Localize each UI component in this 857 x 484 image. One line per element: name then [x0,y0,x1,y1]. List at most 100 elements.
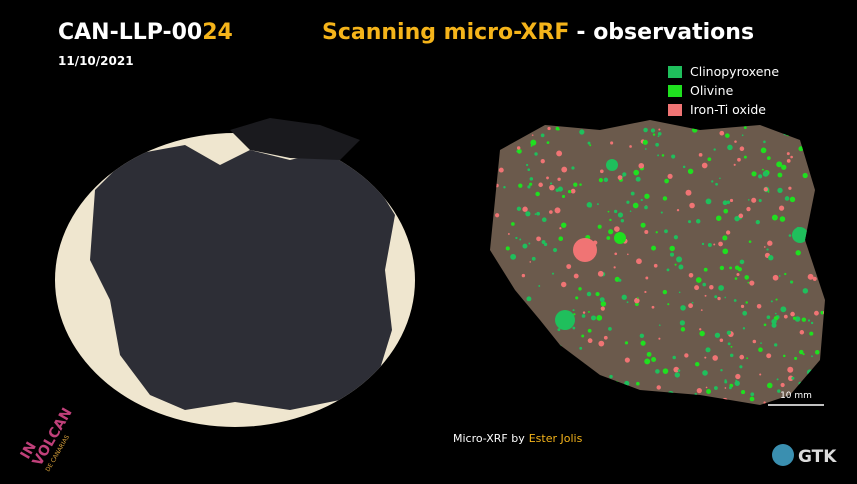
speckle [722,248,729,255]
speckle [630,191,635,196]
speckle [561,194,566,199]
speckle [741,390,746,395]
speckle [799,330,805,335]
speckle [579,346,583,350]
speckle [597,224,602,229]
speckle [783,314,788,319]
speckle [758,174,763,179]
speckle [490,270,491,273]
speckle [814,350,820,355]
speckle [689,202,695,209]
speckle [818,244,822,248]
speckle [706,389,712,394]
legend-label: Iron-Ti oxide [690,102,766,117]
speckle [727,144,733,151]
speckle [597,270,604,277]
speckle [660,211,663,214]
speckle [688,120,693,123]
speckle [688,272,694,278]
speckle [792,316,797,320]
speckle [737,157,741,162]
speckle [490,397,495,403]
speckle [783,354,786,358]
speckle [614,252,618,256]
speckle [627,253,629,256]
speckle [655,231,658,234]
speckle [719,338,724,343]
speckle [495,213,500,218]
speckle [704,356,707,359]
speckle [751,197,757,203]
speckle [700,122,706,128]
speckle [607,210,610,213]
speckle [541,339,548,345]
speckle [662,368,669,374]
speckle [530,383,536,389]
speckle [770,123,776,129]
speckle [639,333,645,339]
speckle [678,291,681,294]
speckle [551,272,555,275]
speckle [609,218,612,222]
speckle [557,128,560,131]
speckle [540,159,545,164]
logo-text: IN [18,439,40,462]
speckle [747,199,750,201]
speckle [555,188,560,192]
speckle [499,281,504,286]
speckle [596,315,603,321]
speckle [498,167,504,173]
speckle [586,202,593,208]
speckle [743,155,747,159]
speckle [740,304,745,309]
speckle [771,214,778,221]
speckle [573,273,579,279]
speckle [763,140,766,144]
speckle [742,327,746,330]
speckle [629,396,635,402]
speckle [809,224,812,227]
speckle [794,356,798,360]
speckle [617,212,624,218]
speckle [581,314,586,318]
speckle [722,200,728,206]
speckle [521,273,526,278]
speckle [642,139,648,145]
speckle [519,238,522,241]
speckle [507,233,510,235]
speckle [807,273,814,280]
speckle [729,266,733,270]
speckle [633,169,640,176]
speckle [719,177,721,180]
speckle [554,207,561,214]
scale-bar-label: 10 mm [780,391,812,401]
speckle [614,226,620,232]
rock-photo [90,145,395,410]
speckle [652,133,656,136]
speckle [587,310,590,313]
speckle [780,382,785,388]
speckle [495,286,499,291]
speckle [699,328,702,331]
title-rest: - observations [576,20,755,45]
speckle [786,159,791,163]
speckle [701,162,708,169]
speckle [667,390,674,397]
speckle [695,395,701,401]
speckle [561,281,567,288]
speckle [608,327,612,331]
speckle [644,229,649,234]
speckle [682,403,685,405]
speckle [695,277,702,283]
speckle [599,297,605,303]
speckle [685,189,692,196]
speckle [549,184,555,191]
speckle [655,142,659,147]
speckle [809,331,814,336]
speckle [695,219,701,224]
speckle [711,180,714,183]
speckle [570,188,576,194]
speckle [742,310,748,316]
speckle [820,257,824,261]
